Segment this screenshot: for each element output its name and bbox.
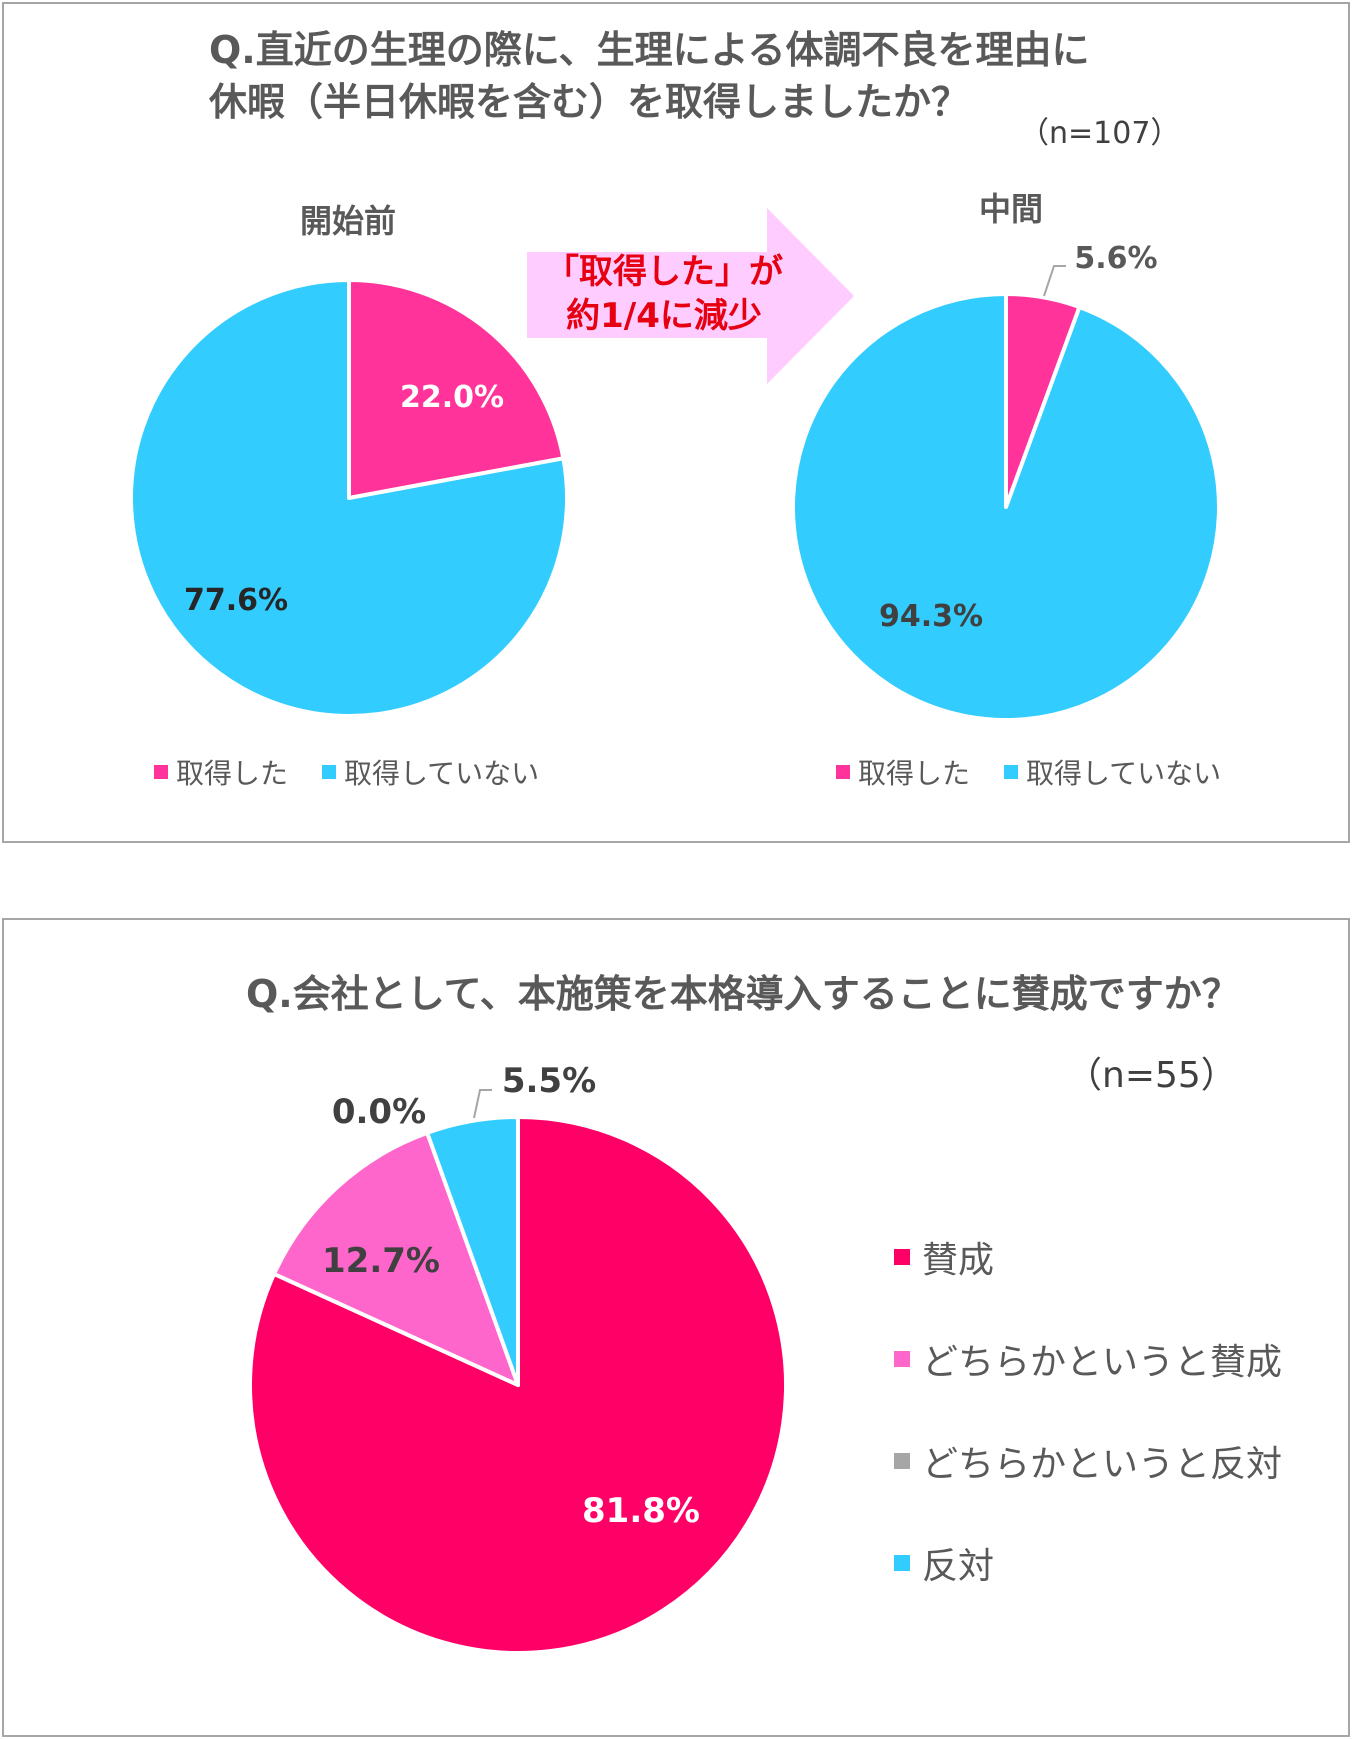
chart-panel-leave: Q.直近の生理の際に、生理による体調不良を理由に 休暇（半日休暇を含む）を取得し… bbox=[2, 2, 1350, 843]
chart-panel-approval: Q.会社として、本施策を本格導入することに賛成ですか？ （n=55） 81.8%… bbox=[2, 918, 1350, 1737]
legend-swatch bbox=[894, 1453, 910, 1469]
label-leader-line bbox=[473, 1089, 492, 1119]
legend-swatch bbox=[894, 1555, 910, 1571]
legend-item-disagree: 反対 bbox=[894, 1512, 1282, 1614]
pie-approval: 81.8% 12.7% 0.0% 5.5% bbox=[248, 1061, 788, 1655]
pie-approval-legend: 賛成 どちらかというと賛成 どちらかというと反対 反対 bbox=[894, 1206, 1282, 1614]
pie-mid: 5.6% 94.3% bbox=[791, 241, 1221, 722]
legend-item-taken: 取得した bbox=[836, 752, 970, 792]
pie-slice-2 bbox=[272, 1130, 520, 1387]
legend-label: 取得していない bbox=[344, 757, 540, 790]
pie-before-legend: 取得した 取得していない bbox=[154, 752, 573, 792]
callout-arrow bbox=[527, 208, 854, 384]
pie-mid-title: 中間 bbox=[979, 190, 1044, 228]
callout-line1: 「取得した」が bbox=[545, 252, 783, 292]
pie-slice-4 bbox=[425, 1115, 520, 1387]
legend-item-not-taken: 取得していない bbox=[1004, 752, 1221, 792]
legend-item-somewhat-agree: どちらかというと賛成 bbox=[894, 1308, 1282, 1410]
legend-swatch bbox=[836, 765, 850, 779]
data-label: 12.7% bbox=[322, 1241, 440, 1281]
pie-slice-2 bbox=[791, 292, 1221, 722]
legend-item-not-taken: 取得していない bbox=[322, 752, 539, 792]
legend-label: どちらかというと反対 bbox=[922, 1444, 1283, 1485]
legend-swatch bbox=[1004, 765, 1019, 779]
legend-label: どちらかというと賛成 bbox=[922, 1342, 1283, 1383]
panel2-sample-size: （n=55） bbox=[1066, 1055, 1237, 1096]
legend-label: 反対 bbox=[922, 1546, 995, 1587]
pie-before-title: 開始前 bbox=[300, 202, 397, 240]
pie-before: 22.0% 77.6% bbox=[129, 278, 569, 718]
pie-mid-legend: 取得した 取得していない bbox=[836, 752, 1255, 792]
data-label: 5.5% bbox=[502, 1061, 596, 1101]
callout-line2: 約1/4に減少 bbox=[566, 296, 762, 336]
legend-item-taken: 取得した bbox=[154, 752, 288, 792]
legend-label: 賛成 bbox=[922, 1240, 995, 1281]
data-label: 77.6% bbox=[184, 583, 288, 618]
panel1-title-line2: 休暇（半日休暇を含む）を取得しましたか？ bbox=[209, 80, 970, 124]
legend-swatch bbox=[894, 1249, 910, 1265]
legend-item-somewhat-disagree: どちらかというと反対 bbox=[894, 1410, 1282, 1512]
legend-label: 取得した bbox=[858, 757, 971, 790]
label-leader-line bbox=[1043, 265, 1066, 297]
panel2-chart: 81.8% 12.7% 0.0% 5.5% bbox=[248, 1061, 788, 1655]
panel1-charts: 22.0% 77.6% 5.6% 94.3% bbox=[129, 208, 1221, 722]
legend-swatch bbox=[322, 765, 337, 779]
data-label: 94.3% bbox=[879, 599, 983, 634]
legend-swatch bbox=[154, 765, 168, 779]
data-label: 5.6% bbox=[1074, 241, 1157, 276]
pie-slice-1 bbox=[347, 278, 566, 500]
legend-label: 取得した bbox=[176, 757, 289, 790]
pie-slice-2 bbox=[129, 278, 569, 718]
data-label: 22.0% bbox=[400, 380, 504, 415]
panel1-sample-size: （n=107） bbox=[1019, 116, 1181, 151]
legend-label: 取得していない bbox=[1026, 757, 1222, 790]
panel2-title: Q.会社として、本施策を本格導入することに賛成ですか？ bbox=[246, 972, 1240, 1016]
callout-arrow-text: 「取得した」が 約1/4に減少 bbox=[534, 250, 794, 338]
legend-item-agree: 賛成 bbox=[894, 1206, 1282, 1308]
panel1-title: Q.直近の生理の際に、生理による体調不良を理由に 休暇（半日休暇を含む）を取得し… bbox=[209, 24, 1089, 128]
legend-swatch bbox=[894, 1351, 910, 1367]
data-label: 81.8% bbox=[582, 1491, 700, 1531]
panel1-title-line1: Q.直近の生理の際に、生理による体調不良を理由に bbox=[209, 28, 1090, 72]
data-label: 0.0% bbox=[332, 1092, 426, 1132]
